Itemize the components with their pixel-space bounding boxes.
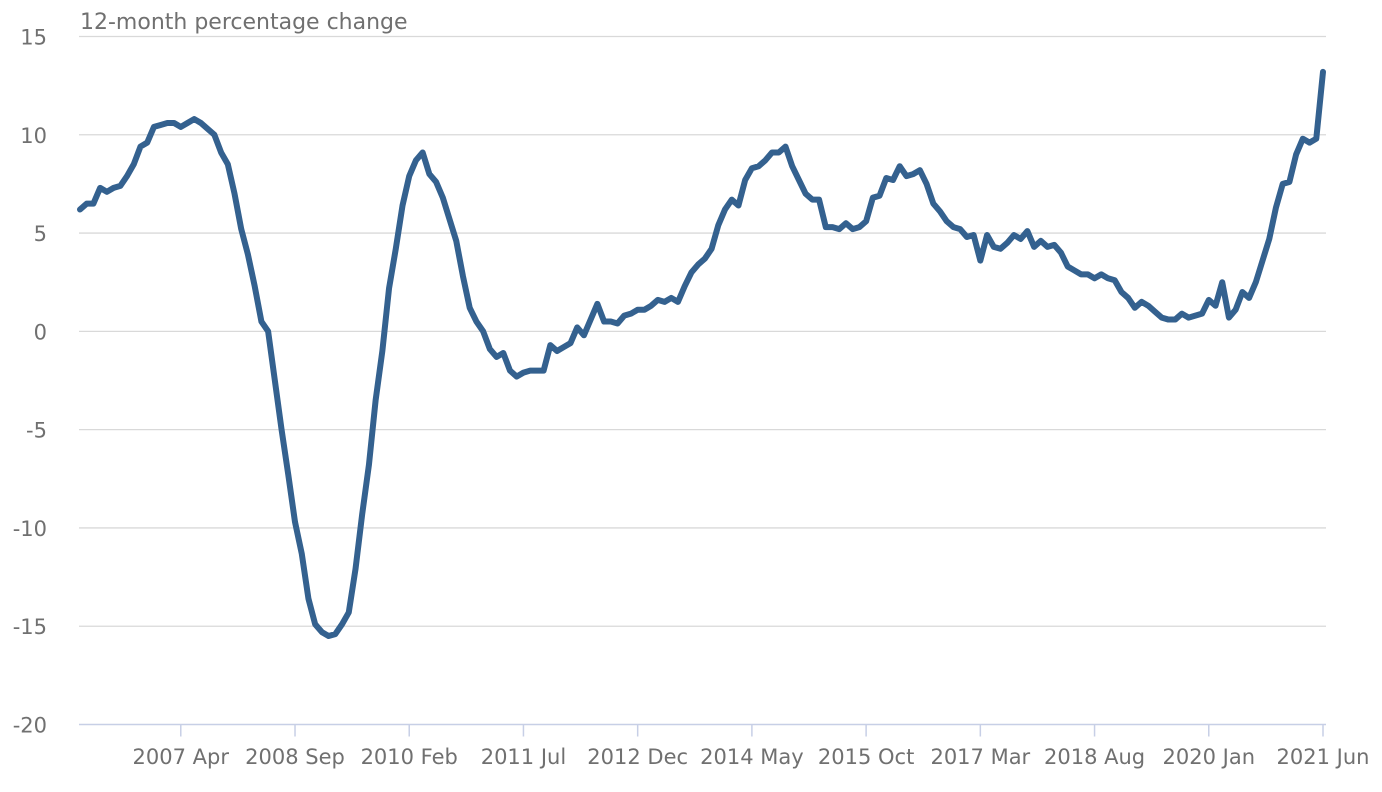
x-tick-label: 2018 Aug bbox=[1044, 745, 1145, 769]
y-axis-tick-labels: 15 10 5 0 -5 -10 -15 -20 bbox=[13, 26, 47, 738]
gridlines bbox=[79, 35, 1326, 627]
y-tick-label: -15 bbox=[13, 615, 47, 639]
x-tick-label: 2020 Jan bbox=[1163, 745, 1256, 769]
x-tick-label: 2021 Jun bbox=[1277, 745, 1370, 769]
x-tick-label: 2007 Apr bbox=[133, 745, 230, 769]
x-tick-label: 2011 Jul bbox=[481, 745, 566, 769]
y-tick-label: 15 bbox=[20, 26, 47, 50]
y-tick-label: -20 bbox=[13, 714, 47, 738]
x-tick-label: 2017 Mar bbox=[930, 745, 1030, 769]
x-axis-ticks: 2007 Apr 2008 Sep 2010 Feb 2011 Jul 2012 Dec… bbox=[133, 724, 1370, 769]
y-tick-label: -10 bbox=[13, 517, 47, 541]
y-tick-label: 0 bbox=[34, 320, 47, 344]
series-line bbox=[77, 68, 1326, 640]
y-tick-label: 10 bbox=[20, 124, 47, 148]
x-tick-label: 2008 Sep bbox=[245, 745, 345, 769]
y-tick-label: -5 bbox=[26, 419, 47, 443]
x-tick-label: 2010 Feb bbox=[361, 745, 458, 769]
x-tick-label: 2015 Oct bbox=[818, 745, 914, 769]
y-axis-label: 12-month percentage change bbox=[80, 10, 408, 35]
x-tick-label: 2014 May bbox=[700, 745, 804, 769]
x-tick-label: 2012 Dec bbox=[587, 745, 688, 769]
y-tick-label: 5 bbox=[34, 222, 47, 246]
